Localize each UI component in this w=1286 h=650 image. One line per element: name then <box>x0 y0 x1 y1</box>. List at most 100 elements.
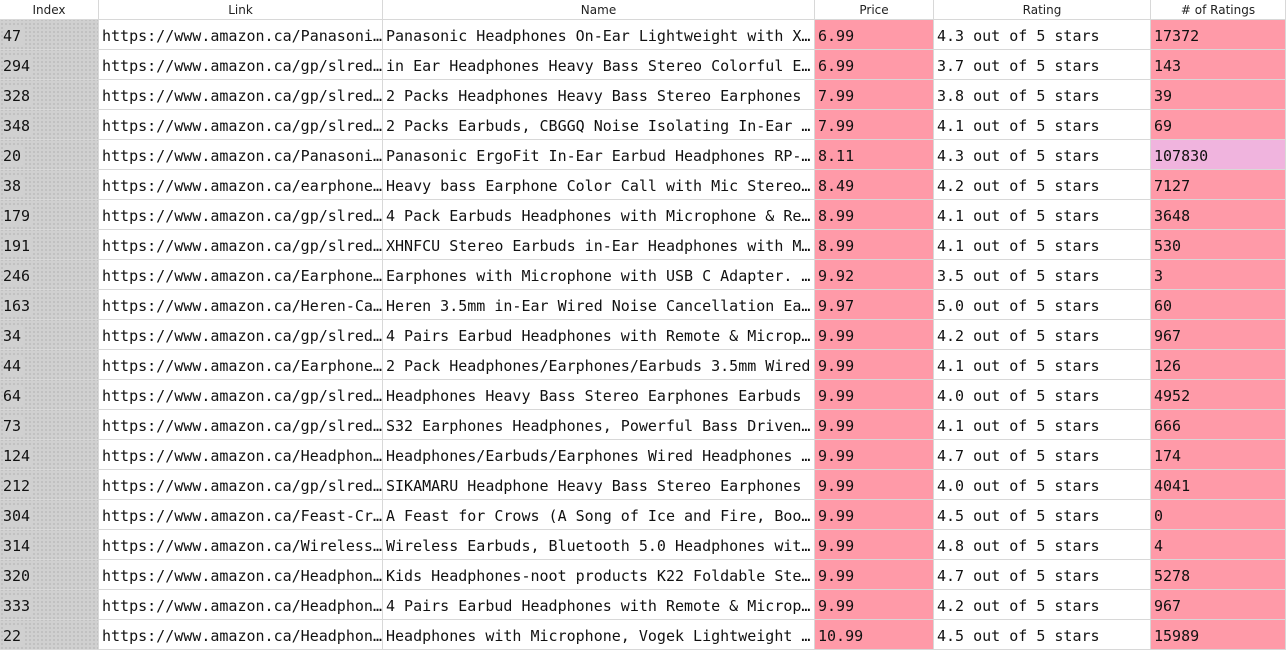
cell-index[interactable]: 73 <box>0 410 99 440</box>
cell-index[interactable]: 47 <box>0 20 99 50</box>
cell-index[interactable]: 191 <box>0 230 99 260</box>
cell-rating[interactable]: 3.5 out of 5 stars <box>934 260 1151 290</box>
cell-name[interactable]: Heren 3.5mm in-Ear Wired Noise Cancellat… <box>383 290 815 320</box>
cell-link[interactable]: https://www.amazon.ca/Headphones-Earbuds… <box>99 440 383 470</box>
cell-num-ratings[interactable]: 17372 <box>1151 20 1286 50</box>
cell-name[interactable]: 4 Pairs Earbud Headphones with Remote & … <box>383 590 815 620</box>
cell-link[interactable]: https://www.amazon.ca/Earphones-Headphon… <box>99 350 383 380</box>
cell-price[interactable]: 7.99 <box>815 110 934 140</box>
cell-price[interactable]: 8.99 <box>815 230 934 260</box>
cell-rating[interactable]: 4.2 out of 5 stars <box>934 170 1151 200</box>
table-row[interactable]: 348 https://www.amazon.ca/gp/slredirect/p… <box>0 110 1286 140</box>
cell-index[interactable]: 314 <box>0 530 99 560</box>
cell-num-ratings[interactable]: 3648 <box>1151 200 1286 230</box>
cell-link[interactable]: https://www.amazon.ca/Wireless-Earbuds-B… <box>99 530 383 560</box>
cell-name[interactable]: Panasonic Headphones On-Ear Lightweight … <box>383 20 815 50</box>
table-row[interactable]: 22 https://www.amazon.ca/Headphones-Micro… <box>0 620 1286 650</box>
table-row[interactable]: 73 https://www.amazon.ca/gp/slredirect/pi… <box>0 410 1286 440</box>
cell-price[interactable]: 9.99 <box>815 500 934 530</box>
cell-rating[interactable]: 4.1 out of 5 stars <box>934 230 1151 260</box>
cell-link[interactable]: https://www.amazon.ca/Panasonic-RP-HT161… <box>99 20 383 50</box>
cell-price[interactable]: 9.99 <box>815 470 934 500</box>
cell-price[interactable]: 9.99 <box>815 380 934 410</box>
cell-index[interactable]: 34 <box>0 320 99 350</box>
cell-rating[interactable]: 4.7 out of 5 stars <box>934 440 1151 470</box>
cell-rating[interactable]: 4.7 out of 5 stars <box>934 560 1151 590</box>
cell-rating[interactable]: 4.2 out of 5 stars <box>934 320 1151 350</box>
cell-num-ratings[interactable]: 4952 <box>1151 380 1286 410</box>
table-row[interactable]: 246 https://www.amazon.ca/Earphones-Micro… <box>0 260 1286 290</box>
cell-name[interactable]: Headphones/Earbuds/Earphones Wired Headp… <box>383 440 815 470</box>
header-num-ratings[interactable]: # of Ratings <box>1151 0 1286 20</box>
table-row[interactable]: 328 https://www.amazon.ca/gp/slredirect/p… <box>0 80 1286 110</box>
cell-index[interactable]: 163 <box>0 290 99 320</box>
cell-rating[interactable]: 4.0 out of 5 stars <box>934 470 1151 500</box>
cell-num-ratings[interactable]: 5278 <box>1151 560 1286 590</box>
header-price[interactable]: Price <box>815 0 934 20</box>
cell-price[interactable]: 9.99 <box>815 350 934 380</box>
cell-link[interactable]: https://www.amazon.ca/Panasonic-ErgoFit-… <box>99 140 383 170</box>
cell-link[interactable]: https://www.amazon.ca/Headphones-Microph… <box>99 620 383 650</box>
cell-price[interactable]: 8.11 <box>815 140 934 170</box>
cell-price[interactable]: 9.99 <box>815 530 934 560</box>
cell-index[interactable]: 333 <box>0 590 99 620</box>
cell-price[interactable]: 9.99 <box>815 320 934 350</box>
cell-link[interactable]: https://www.amazon.ca/gp/slredirect/pica… <box>99 110 383 140</box>
table-row[interactable]: 333 https://www.amazon.ca/Headphones-Remo… <box>0 590 1286 620</box>
cell-link[interactable]: https://www.amazon.ca/earphone-Color-Cal… <box>99 170 383 200</box>
cell-rating[interactable]: 4.5 out of 5 stars <box>934 500 1151 530</box>
cell-price[interactable]: 10.99 <box>815 620 934 650</box>
cell-index[interactable]: 44 <box>0 350 99 380</box>
cell-link[interactable]: https://www.amazon.ca/gp/slredirect/pica… <box>99 320 383 350</box>
cell-num-ratings[interactable]: 126 <box>1151 350 1286 380</box>
cell-num-ratings[interactable]: 7127 <box>1151 170 1286 200</box>
cell-name[interactable]: S32 Earphones Headphones, Powerful Bass … <box>383 410 815 440</box>
cell-rating[interactable]: 3.7 out of 5 stars <box>934 50 1151 80</box>
cell-num-ratings[interactable]: 666 <box>1151 410 1286 440</box>
cell-rating[interactable]: 3.8 out of 5 stars <box>934 80 1151 110</box>
table-row[interactable]: 47 https://www.amazon.ca/Panasonic-RP-HT1… <box>0 20 1286 50</box>
cell-rating[interactable]: 4.0 out of 5 stars <box>934 380 1151 410</box>
header-link[interactable]: Link <box>99 0 383 20</box>
cell-num-ratings[interactable]: 0 <box>1151 500 1286 530</box>
cell-name[interactable]: Kids Headphones-noot products K22 Foldab… <box>383 560 815 590</box>
cell-name[interactable]: 4 Pairs Earbud Headphones with Remote & … <box>383 320 815 350</box>
cell-rating[interactable]: 5.0 out of 5 stars <box>934 290 1151 320</box>
cell-name[interactable]: Earphones with Microphone with USB C Ada… <box>383 260 815 290</box>
cell-index[interactable]: 38 <box>0 170 99 200</box>
cell-price[interactable]: 8.49 <box>815 170 934 200</box>
cell-rating[interactable]: 4.3 out of 5 stars <box>934 20 1151 50</box>
cell-price[interactable]: 9.99 <box>815 590 934 620</box>
cell-name[interactable]: SIKAMARU Headphone Heavy Bass Stereo Ear… <box>383 470 815 500</box>
cell-num-ratings[interactable]: 174 <box>1151 440 1286 470</box>
cell-name[interactable]: XHNFCU Stereo Earbuds in-Ear Headphones … <box>383 230 815 260</box>
table-row[interactable]: 163 https://www.amazon.ca/Heren-Cancellat… <box>0 290 1286 320</box>
cell-name[interactable]: 2 Packs Headphones Heavy Bass Stereo Ear… <box>383 80 815 110</box>
cell-num-ratings[interactable]: 967 <box>1151 320 1286 350</box>
cell-link[interactable]: https://www.amazon.ca/gp/slredirect/pica… <box>99 200 383 230</box>
cell-rating[interactable]: 4.1 out of 5 stars <box>934 410 1151 440</box>
table-row[interactable]: 38 https://www.amazon.ca/earphone-Color-C… <box>0 170 1286 200</box>
cell-index[interactable]: 20 <box>0 140 99 170</box>
cell-link[interactable]: https://www.amazon.ca/gp/slredirect/pica… <box>99 410 383 440</box>
cell-index[interactable]: 212 <box>0 470 99 500</box>
cell-rating[interactable]: 4.3 out of 5 stars <box>934 140 1151 170</box>
cell-price[interactable]: 9.99 <box>815 410 934 440</box>
cell-link[interactable]: https://www.amazon.ca/gp/slredirect/pica… <box>99 380 383 410</box>
cell-name[interactable]: Wireless Earbuds, Bluetooth 5.0 Headphon… <box>383 530 815 560</box>
cell-name[interactable]: 2 Pack Headphones/Earphones/Earbuds 3.5m… <box>383 350 815 380</box>
cell-index[interactable]: 294 <box>0 50 99 80</box>
table-row[interactable]: 304 https://www.amazon.ca/Feast-Crows-Son… <box>0 500 1286 530</box>
cell-link[interactable]: https://www.amazon.ca/Headphones-Remote-… <box>99 590 383 620</box>
table-row[interactable]: 212 https://www.amazon.ca/gp/slredirect/p… <box>0 470 1286 500</box>
cell-link[interactable]: https://www.amazon.ca/gp/slredirect/pica… <box>99 80 383 110</box>
cell-num-ratings[interactable]: 530 <box>1151 230 1286 260</box>
cell-rating[interactable]: 4.5 out of 5 stars <box>934 620 1151 650</box>
cell-num-ratings[interactable]: 4041 <box>1151 470 1286 500</box>
header-index[interactable]: Index <box>0 0 99 20</box>
cell-link[interactable]: https://www.amazon.ca/gp/slredirect/pica… <box>99 230 383 260</box>
cell-link[interactable]: https://www.amazon.ca/Headphones-noot-pr… <box>99 560 383 590</box>
cell-num-ratings[interactable]: 69 <box>1151 110 1286 140</box>
header-name[interactable]: Name <box>383 0 815 20</box>
cell-link[interactable]: https://www.amazon.ca/Feast-Crows-Song-F… <box>99 500 383 530</box>
